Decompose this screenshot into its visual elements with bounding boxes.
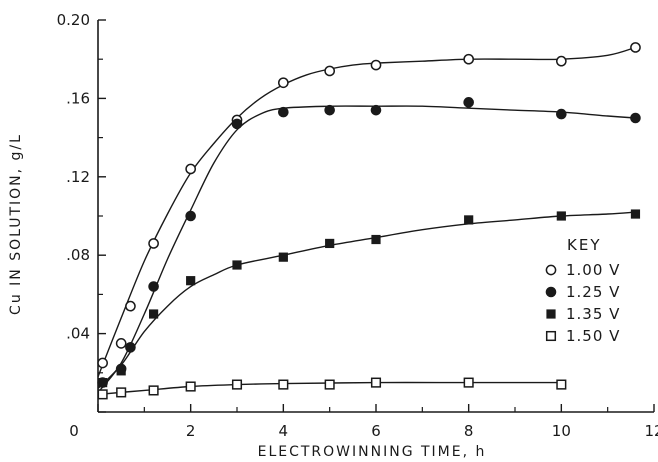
data-point — [98, 378, 108, 388]
data-point — [630, 42, 641, 53]
data-point — [630, 209, 641, 219]
x-tick-label: 0 — [69, 422, 79, 440]
legend-label: 1.35 V — [566, 305, 620, 323]
y-tick-label: .04 — [66, 325, 90, 343]
x-tick-label: 10 — [552, 422, 571, 440]
data-point — [186, 276, 196, 286]
data-point — [555, 55, 567, 67]
x-tick-label: 8 — [464, 422, 474, 440]
x-tick-label: 2 — [186, 422, 196, 440]
legend: KEY 1.00 V 1.25 V 1.35 V 1.50 V — [545, 236, 620, 345]
data-point — [148, 238, 159, 249]
data-point — [370, 59, 382, 71]
data-point — [278, 106, 289, 118]
series-markers — [97, 42, 641, 400]
y-tick-label: .08 — [66, 246, 90, 264]
data-point — [185, 381, 196, 392]
data-point — [231, 379, 243, 390]
data-point — [231, 118, 243, 130]
data-point — [324, 104, 335, 116]
data-point — [278, 379, 289, 390]
data-point — [148, 281, 159, 292]
data-point — [97, 357, 108, 369]
data-point — [277, 77, 289, 89]
legend-title: KEY — [567, 236, 601, 254]
data-point — [464, 215, 474, 225]
y-tick-label: .12 — [66, 168, 90, 186]
data-point — [232, 260, 242, 270]
data-point — [148, 385, 159, 396]
x-tick-label: 6 — [371, 422, 381, 440]
y-tick-label: .16 — [66, 89, 90, 107]
data-point — [556, 108, 567, 120]
data-point — [630, 112, 641, 124]
legend-marker — [545, 330, 557, 342]
data-point — [115, 338, 127, 349]
legend-marker — [545, 264, 557, 276]
data-point — [556, 211, 566, 221]
series-line — [97, 211, 636, 389]
data-point — [463, 97, 474, 108]
x-tick-label: 4 — [279, 422, 289, 440]
legend-label: 1.50 V — [566, 327, 620, 345]
x-tick-label: 12 — [644, 422, 658, 440]
data-point — [116, 387, 127, 398]
data-point — [97, 389, 108, 400]
data-point — [324, 379, 335, 390]
data-point — [324, 65, 336, 77]
data-point — [149, 309, 159, 319]
data-point — [125, 300, 136, 312]
legend-marker — [546, 309, 556, 319]
y-axis-title: Cu IN SOLUTION, g/L — [8, 133, 24, 315]
legend-label: 1.25 V — [566, 283, 620, 301]
legend-marker — [545, 286, 557, 298]
data-point — [278, 252, 288, 262]
data-point — [185, 210, 196, 222]
data-point — [370, 104, 382, 116]
data-point — [463, 53, 475, 65]
data-point — [556, 379, 567, 390]
series-line — [97, 46, 636, 377]
data-point — [371, 234, 381, 245]
axes — [97, 19, 655, 413]
tick-labels: .04 .08 .12 .16 0.20 0 2 4 6 8 10 12 — [57, 11, 658, 440]
series-curves — [97, 46, 636, 396]
series-line — [97, 105, 636, 393]
x-axis-title: ELECTROWINNING TIME, h — [258, 444, 487, 460]
legend-label: 1.00 V — [566, 261, 620, 279]
data-point — [370, 377, 382, 388]
data-point — [116, 366, 126, 376]
data-point — [463, 377, 474, 388]
data-point — [325, 238, 335, 249]
y-tick-label: 0.20 — [57, 11, 90, 29]
data-point — [125, 342, 136, 353]
data-point — [185, 163, 197, 175]
